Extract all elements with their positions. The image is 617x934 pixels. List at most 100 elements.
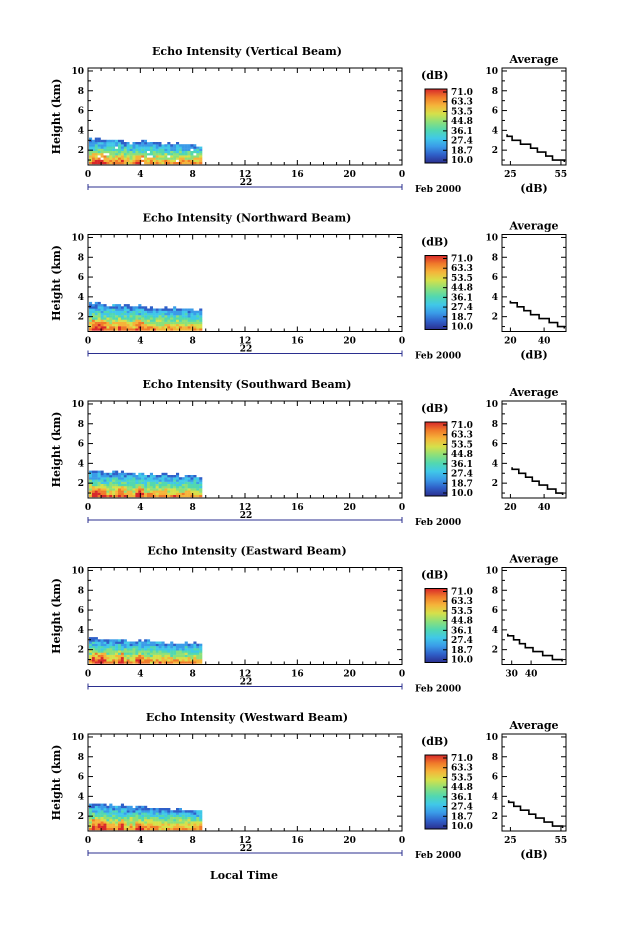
heatmap-cell [161,650,165,653]
heatmap-cell [120,810,124,813]
x-tick-label: 8 [190,170,196,180]
heatmap-cell [109,312,113,316]
heatmap-cell [155,323,159,327]
heatmap-cell [158,492,162,495]
heatmap-cell [196,810,200,813]
heatmap-cell [176,654,180,658]
heatmap-cell [91,637,95,640]
heatmap-cell [161,477,165,480]
heatmap-cell [89,153,93,156]
heatmap-cell [129,317,133,320]
heatmap-cell [196,823,200,826]
heatmap-cell [190,810,194,813]
heatmap-cell [173,659,177,662]
heatmap-cell [158,312,162,316]
heatmap-cell [170,823,174,826]
heatmap-cell [181,486,185,489]
heatmap-cell [147,808,151,811]
heatmap-cell [112,304,116,307]
x-tick-label: 0 [399,170,405,180]
heatmap-cell [167,656,171,660]
heatmap-cell [161,486,165,489]
heatmap-cell [120,479,124,482]
heatmap-cell [161,654,165,658]
colorbar-tick-label: 36.1 [451,460,473,470]
heatmap-cell [109,477,113,480]
heatmap-cell [164,157,168,160]
heatmap-cell [120,659,124,662]
heatmap-cell [149,494,153,498]
heatmap-cell [141,155,145,158]
heatmap-cell [196,477,200,480]
heatmap-cell [164,645,168,649]
heatmap-cell [167,157,171,160]
heatmap-cell [103,810,107,813]
heatmap-cell [112,645,116,649]
heatmap-cell [126,659,130,662]
heatmap-cell [196,153,200,156]
heatmap-cell [167,323,171,327]
heatmap-cell [100,159,104,162]
heatmap-cell [149,812,153,815]
heatmap-cell [164,656,168,660]
heatmap-cell [158,659,162,662]
heatmap-cell [141,825,145,828]
heatmap-cell [135,319,139,322]
heatmap-cell [91,643,95,647]
heatmap-cell [123,812,127,815]
heatmap-cell [155,475,159,478]
heatmap-cell [164,153,168,156]
heatmap-cell [149,306,153,309]
heatmap-cell [106,641,110,644]
heatmap-cell [144,306,148,309]
heatmap-cell [126,317,130,320]
heatmap-cell [149,823,153,826]
heatmap-cell [132,654,136,658]
heatmap-cell [147,319,151,322]
heatmap-cell [181,481,185,484]
heatmap-cell [184,483,188,487]
heatmap-cell [112,814,116,817]
x-tick-label: 16 [291,337,304,347]
date-label: Feb 2000 [415,518,461,528]
heatmap-cell [132,483,136,487]
heatmap-cell [147,825,151,828]
heatmap-cell [129,641,133,644]
heatmap-cell [94,808,98,811]
heatmap-cell [115,812,119,815]
heatmap-cell [178,648,182,651]
heatmap-cell [149,150,153,154]
heatmap-cell [120,805,124,809]
heatmap-cell [120,321,124,325]
heatmap-cell [97,819,101,822]
heatmap-cell [97,146,101,149]
heatmap-cell [141,310,145,314]
day-label: 22 [240,678,253,688]
heatmap-cell [170,328,174,331]
heatmap-cell [170,654,174,658]
average-y-tick-label: 4 [492,293,498,303]
heatmap-cell [118,490,122,493]
heatmap-cell [190,659,194,662]
average-frame [501,400,567,499]
heatmap-cell [196,486,200,489]
heatmap-cell [135,144,139,147]
heatmap-cell [103,492,107,495]
heatmap-cell [193,155,197,158]
heatmap-cell [91,823,95,826]
day-label: 22 [240,511,253,521]
heatmap-cell [161,490,165,493]
heatmap-cell [89,494,93,498]
heatmap-cell [89,486,93,489]
heatmap-cell [144,139,148,143]
heatmap-cell [109,144,113,147]
heatmap-cell [152,155,156,158]
heatmap-cell [173,328,177,331]
heatmap-cell [118,323,122,327]
heatmap-cell [196,827,200,831]
heatmap-cell [147,652,151,655]
heatmap-cell [126,814,130,817]
x-tick-label: 20 [343,337,356,347]
panel-4: Echo Intensity (Eastward Beam)0 4 8 12 16 20 0… [50,545,567,695]
heatmap-cell [196,146,200,149]
